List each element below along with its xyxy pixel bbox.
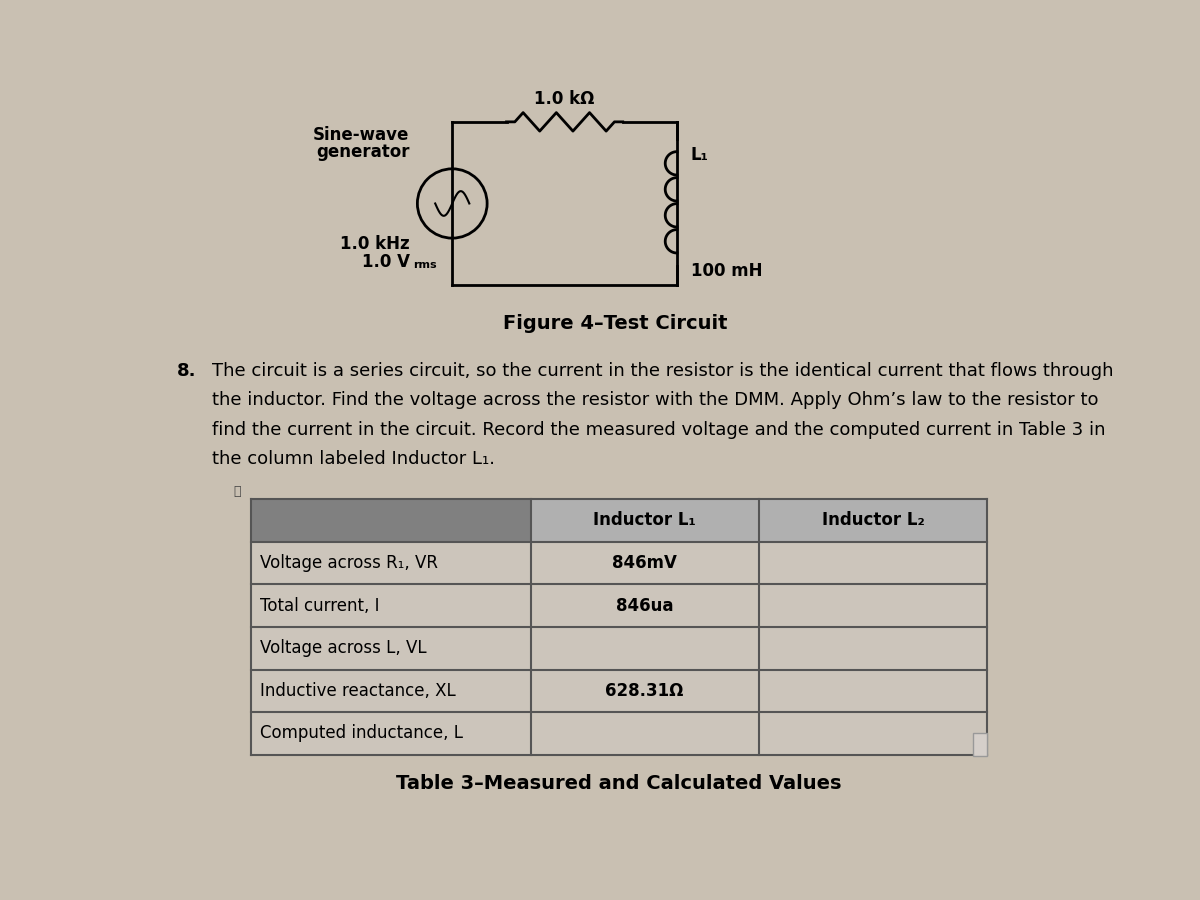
- Text: 8.: 8.: [178, 362, 197, 380]
- Bar: [530, 500, 988, 542]
- Text: Inductor L₂: Inductor L₂: [822, 511, 924, 529]
- Text: ⭲: ⭲: [233, 485, 240, 498]
- Text: The circuit is a series circuit, so the current in the resistor is the identical: The circuit is a series circuit, so the …: [212, 362, 1114, 380]
- Bar: [251, 627, 986, 670]
- Bar: [251, 712, 986, 755]
- Bar: [973, 734, 988, 756]
- Text: Inductive reactance, XL: Inductive reactance, XL: [260, 682, 456, 700]
- Text: Sine-wave: Sine-wave: [313, 126, 409, 144]
- Text: the inductor. Find the voltage across the resistor with the DMM. Apply Ohm’s law: the inductor. Find the voltage across th…: [212, 392, 1098, 410]
- Text: 1.0 kHz: 1.0 kHz: [340, 235, 409, 253]
- Text: Inductor L₁: Inductor L₁: [593, 511, 696, 529]
- Text: 846mV: 846mV: [612, 554, 677, 572]
- Bar: [251, 670, 986, 712]
- Text: find the current in the circuit. Record the measured voltage and the computed cu: find the current in the circuit. Record …: [212, 420, 1105, 438]
- Text: 628.31Ω: 628.31Ω: [606, 682, 684, 700]
- Bar: [251, 500, 530, 542]
- Text: 846ua: 846ua: [616, 597, 673, 615]
- Text: Table 3–Measured and Calculated Values: Table 3–Measured and Calculated Values: [396, 774, 841, 793]
- Bar: [251, 542, 986, 584]
- Text: Voltage across R₁, VR: Voltage across R₁, VR: [260, 554, 438, 572]
- Text: L₁: L₁: [691, 147, 709, 165]
- Text: generator: generator: [316, 143, 409, 161]
- Text: Computed inductance, L: Computed inductance, L: [260, 724, 463, 742]
- Text: Total current, I: Total current, I: [260, 597, 379, 615]
- Text: rms: rms: [414, 260, 437, 270]
- Text: 100 mH: 100 mH: [691, 262, 762, 280]
- Text: 1.0 V: 1.0 V: [361, 253, 409, 271]
- Text: 1.0 kΩ: 1.0 kΩ: [534, 90, 595, 108]
- Text: the column labeled Inductor L₁.: the column labeled Inductor L₁.: [212, 450, 496, 468]
- Bar: [251, 584, 986, 627]
- Text: Voltage across L, VL: Voltage across L, VL: [260, 639, 427, 657]
- Text: Figure 4–Test Circuit: Figure 4–Test Circuit: [503, 314, 727, 333]
